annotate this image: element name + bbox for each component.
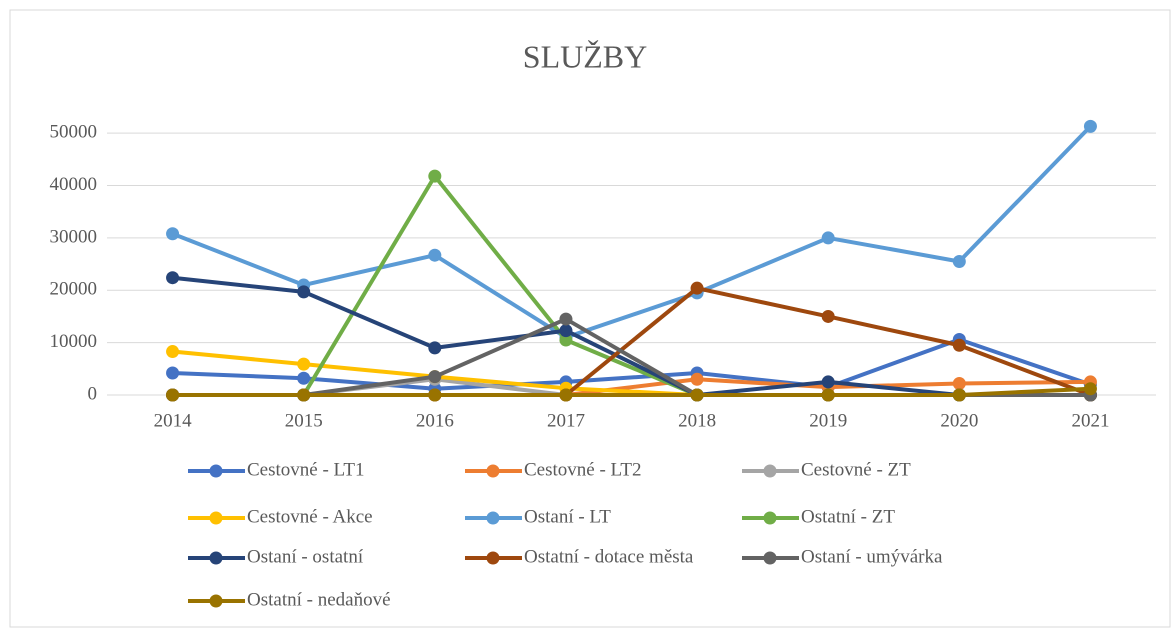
legend-marker xyxy=(763,551,777,565)
y-tick-label: 0 xyxy=(88,383,98,404)
data-point xyxy=(428,169,442,183)
data-point xyxy=(821,309,835,323)
legend-marker xyxy=(209,511,223,525)
legend-label: Cestovné - LT2 xyxy=(524,459,642,480)
data-point xyxy=(952,388,966,402)
legend-marker xyxy=(763,464,777,478)
data-point xyxy=(690,281,704,295)
data-point xyxy=(428,341,442,355)
series-line xyxy=(172,337,1092,391)
data-point xyxy=(166,366,180,380)
data-point xyxy=(428,370,442,384)
legend-label: Cestovné - Akce xyxy=(247,506,373,527)
x-tick-label: 2016 xyxy=(416,410,454,431)
x-tick-label: 2017 xyxy=(547,410,585,431)
chart-title: SLUŽBY xyxy=(523,38,647,74)
y-tick-label: 40000 xyxy=(50,174,98,195)
x-tick-label: 2021 xyxy=(1071,410,1109,431)
x-tick-label: 2019 xyxy=(809,410,847,431)
data-point xyxy=(1083,382,1097,396)
data-point xyxy=(821,375,835,389)
legend-label: Ostatní - ZT xyxy=(801,506,895,527)
legend-marker xyxy=(486,511,500,525)
legend-label: Cestovné - LT1 xyxy=(247,459,365,480)
data-point xyxy=(166,345,180,359)
data-point xyxy=(166,388,180,402)
legend-label: Cestovné - ZT xyxy=(801,459,911,480)
data-point xyxy=(952,376,966,390)
legend-label: Ostaní - umývárka xyxy=(801,546,943,567)
legend-marker xyxy=(763,511,777,525)
x-tick-label: 2014 xyxy=(154,410,193,431)
chart-border xyxy=(9,9,1171,628)
y-tick-label: 20000 xyxy=(50,279,98,300)
legend-label: Ostatní - nedaňové xyxy=(247,589,391,610)
data-point xyxy=(821,231,835,245)
legend-label: Ostaní - LT xyxy=(524,506,611,527)
y-tick-label: 50000 xyxy=(50,122,98,143)
data-point xyxy=(297,285,311,299)
series-line xyxy=(171,124,1092,340)
legend-marker xyxy=(486,551,500,565)
data-point xyxy=(952,254,966,268)
x-tick-label: 2020 xyxy=(940,410,978,431)
legend-label: Ostaní - ostatní xyxy=(247,546,364,567)
legend-marker xyxy=(486,464,500,478)
data-point xyxy=(166,271,180,285)
legend-label: Ostatní - dotace města xyxy=(524,546,694,567)
data-point xyxy=(559,333,573,347)
legend-marker xyxy=(209,594,223,608)
data-point xyxy=(297,388,311,402)
data-point xyxy=(428,388,442,402)
data-point xyxy=(559,312,573,326)
x-tick-label: 2015 xyxy=(285,410,323,431)
series-line xyxy=(172,386,1091,397)
legend-marker xyxy=(209,464,223,478)
legend-marker xyxy=(209,551,223,565)
data-point xyxy=(821,388,835,402)
y-tick-label: 30000 xyxy=(50,226,98,247)
data-point xyxy=(952,338,966,352)
data-point xyxy=(297,371,311,385)
data-point xyxy=(690,388,704,402)
data-point xyxy=(428,248,442,262)
y-tick-label: 10000 xyxy=(50,331,98,352)
data-point xyxy=(559,388,573,402)
data-point xyxy=(559,324,573,338)
data-point xyxy=(690,372,704,386)
data-point xyxy=(1083,119,1097,133)
data-point xyxy=(166,227,180,241)
x-tick-label: 2018 xyxy=(678,410,716,431)
data-point xyxy=(297,357,311,371)
series-line xyxy=(172,275,1091,397)
